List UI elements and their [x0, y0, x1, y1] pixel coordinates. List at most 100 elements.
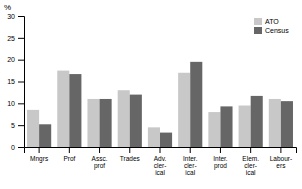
- bar: [281, 101, 293, 147]
- bar: [239, 106, 251, 147]
- tick-mark: [280, 147, 281, 153]
- tick-label: Inter.prod: [213, 155, 228, 170]
- bar-series: [27, 71, 281, 147]
- x-axis: MngrsProfAssc.profTradesAdv.cler-icalInt…: [25, 147, 297, 176]
- tick-label-line: ical: [185, 169, 195, 176]
- bar: [39, 124, 51, 147]
- legend-label: ATO: [265, 18, 279, 25]
- legend-item: ATO: [254, 18, 279, 25]
- tick: Trades: [120, 147, 141, 162]
- tick-mark: [160, 147, 161, 153]
- legend: ATO Census: [254, 18, 289, 34]
- tick-mark: [18, 125, 24, 126]
- tick-label-line: cler-: [154, 162, 167, 169]
- bar: [100, 99, 112, 147]
- legend-label: Census: [265, 27, 289, 34]
- tick-mark: [18, 38, 24, 39]
- tick-label-line: Inter.: [213, 155, 228, 162]
- tick-label-line: ers: [276, 162, 286, 169]
- tick: 5: [11, 122, 24, 129]
- bar: [57, 71, 69, 147]
- tick: Inter.prod: [213, 147, 228, 170]
- axis-domain: [25, 148, 297, 154]
- tick-label: 20: [7, 56, 15, 63]
- tick-mark: [129, 147, 130, 153]
- bar: [130, 95, 142, 147]
- plot: 0 5 10 15 20 25 30 Mngrs Prof Assc.prof Trades Adv.…: [7, 13, 296, 176]
- tick: 10: [7, 100, 24, 107]
- tick-label: Prof: [63, 155, 75, 162]
- bar: [27, 110, 39, 147]
- bar: [208, 112, 220, 147]
- tick-label: 0: [11, 144, 15, 151]
- bar: [87, 99, 99, 147]
- tick: 30: [7, 13, 24, 20]
- tick-label-line: Elem.: [242, 155, 259, 162]
- tick-label: 25: [7, 35, 15, 42]
- tick-label-line: cler-: [244, 162, 257, 169]
- tick-mark: [250, 147, 251, 153]
- tick-label-line: Prof: [63, 155, 75, 162]
- tick-mark: [18, 103, 24, 104]
- tick: Inter.cler-ical: [183, 147, 198, 176]
- tick-label: Trades: [120, 155, 141, 162]
- tick-label-line: Inter.: [183, 155, 198, 162]
- tick: Prof: [63, 147, 75, 162]
- tick-label-line: Adv.: [154, 155, 167, 162]
- legend-swatch: [254, 27, 262, 34]
- tick-mark: [18, 82, 24, 83]
- tick: Assc.prof: [92, 147, 108, 170]
- tick-label: 15: [7, 78, 15, 85]
- tick-mark: [99, 147, 100, 153]
- tick-label-line: ical: [155, 169, 165, 176]
- bar-series: [39, 62, 293, 147]
- tick-label-line: Labour-: [270, 155, 292, 162]
- legend-item: Census: [254, 27, 289, 34]
- bar: [269, 99, 281, 147]
- tick: 20: [7, 56, 24, 63]
- tick-mark: [190, 147, 191, 153]
- tick: 0: [11, 144, 24, 151]
- bars: [27, 62, 293, 147]
- bar: [220, 106, 232, 147]
- tick-mark: [18, 60, 24, 61]
- tick: 25: [7, 35, 24, 42]
- tick-label: Adv.cler-ical: [154, 155, 167, 176]
- tick-mark: [18, 147, 24, 148]
- bar: [118, 90, 130, 147]
- tick: Adv.cler-ical: [154, 147, 167, 176]
- tick-label: 5: [11, 122, 15, 129]
- y-axis: 0 5 10 15 20 25 30: [7, 13, 24, 151]
- bar: [160, 133, 172, 147]
- tick-label: Elem.cler-ical: [242, 155, 259, 176]
- tick-label: Inter.cler-ical: [183, 155, 198, 176]
- bar: [69, 74, 81, 147]
- bar: [251, 96, 263, 147]
- y-axis-label: %: [4, 3, 11, 12]
- tick: Labour-ers: [270, 147, 292, 169]
- tick-label-line: ical: [246, 169, 256, 176]
- tick-mark: [220, 147, 221, 153]
- tick-label: Labour-ers: [270, 155, 292, 169]
- tick-label-line: Assc.: [92, 155, 108, 162]
- tick-mark: [18, 16, 24, 17]
- chart: 0 5 10 15 20 25 30 Mngrs Prof Assc.prof Trades Adv.…: [0, 0, 302, 189]
- tick-mark: [69, 147, 70, 153]
- axis-domain: [18, 17, 25, 148]
- tick-label-line: Mngrs: [30, 155, 49, 163]
- tick-label: Assc.prof: [92, 155, 108, 170]
- legend-swatch: [254, 18, 262, 25]
- tick: 15: [7, 78, 24, 85]
- tick-label: 10: [7, 100, 15, 107]
- bar: [178, 73, 190, 147]
- tick-label-line: prod: [214, 162, 227, 170]
- tick-label: Mngrs: [30, 155, 49, 163]
- bar: [148, 127, 160, 147]
- tick-label-line: Trades: [120, 155, 141, 162]
- tick: Mngrs: [30, 147, 49, 163]
- bar: [190, 62, 202, 147]
- tick-mark: [39, 147, 40, 153]
- tick: Elem.cler-ical: [242, 147, 259, 176]
- tick-label-line: cler-: [184, 162, 197, 169]
- tick-label: 30: [7, 13, 15, 20]
